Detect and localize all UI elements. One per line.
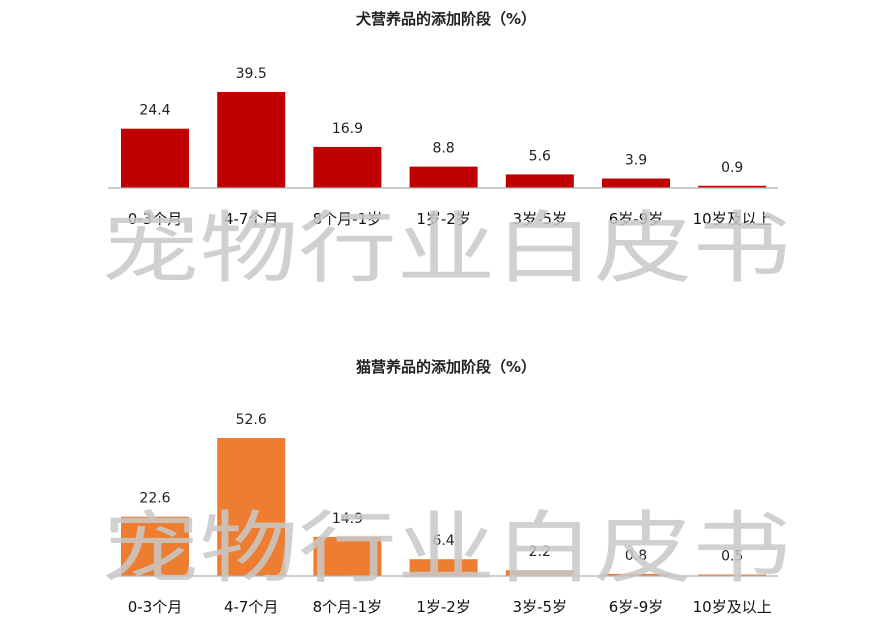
- cat-chart-title: 猫营养品的添加阶段（%）: [356, 358, 536, 376]
- cat-bar: [121, 516, 189, 576]
- cat-category-label: 10岁及以上: [693, 598, 772, 616]
- dog-bar-value-label: 0.9: [721, 160, 743, 176]
- dog-bar-value-label: 24.4: [139, 103, 170, 119]
- watermark-text-top: 宠物行业白皮书: [101, 204, 791, 294]
- dog-bar-value-label: 5.6: [529, 148, 551, 164]
- dog-bar: [121, 128, 189, 188]
- dog-bar-value-label: 3.9: [625, 153, 647, 169]
- cat-bar: [409, 559, 478, 576]
- cat-bar-value-label: 14.9: [332, 511, 363, 527]
- cat-category-label: 4-7个月: [224, 598, 279, 616]
- cat-category-label: 6岁-9岁: [609, 598, 664, 616]
- cat-category-label: 8个月-1岁: [313, 598, 383, 616]
- dog-bars: 24.4 0-3个月 39.5 4-7个月 16.9 8个月-1岁 8.8 1岁-2岁 5.6 3…: [121, 66, 772, 228]
- cat-bar-value-label: 52.6: [236, 412, 267, 428]
- dog-category-label: 1岁-2岁: [416, 210, 471, 228]
- dog-category-label: 0-3个月: [128, 210, 183, 228]
- watermark-text-bottom: 宠物行业白皮书: [101, 504, 791, 594]
- dog-category-label: 10岁及以上: [693, 210, 772, 228]
- dog-bar: [313, 146, 382, 188]
- cat-bar: [217, 438, 286, 576]
- dog-bar-value-label: 16.9: [332, 121, 363, 137]
- cat-bar: [505, 570, 574, 576]
- dog-category-label: 4-7个月: [224, 210, 279, 228]
- dog-category-label: 6岁-9岁: [609, 210, 664, 228]
- dog-chart-title: 犬营养品的添加阶段（%）: [356, 10, 536, 28]
- dog-chart: 犬营养品的添加阶段（%） 24.4 0-3个月 39.5 4-7个月 16.9 8个月-1…: [108, 10, 778, 228]
- dog-bar: [602, 178, 670, 188]
- cat-bar-value-label: 22.6: [139, 491, 170, 507]
- cat-category-label: 1岁-2岁: [416, 598, 471, 616]
- cat-bar: [313, 536, 382, 576]
- dog-bar-value-label: 39.5: [236, 66, 267, 82]
- cat-bar-value-label: 0.5: [721, 549, 743, 565]
- cat-bar-value-label: 2.2: [529, 544, 551, 560]
- dog-category-label: 3岁-5岁: [513, 210, 568, 228]
- dog-bar: [505, 174, 574, 188]
- cat-bar: [698, 574, 767, 576]
- dog-bar: [217, 92, 286, 188]
- dog-bar: [409, 166, 478, 188]
- cat-bar-value-label: 6.4: [432, 533, 454, 549]
- cat-bars: 22.6 0-3个月 52.6 4-7个月 14.9 8个月-1岁 6.4 1岁-2岁 2.2 3…: [121, 412, 772, 616]
- dog-bar: [698, 185, 767, 188]
- cat-category-label: 0-3个月: [128, 598, 183, 616]
- dog-category-label: 8个月-1岁: [313, 210, 383, 228]
- dog-bar-value-label: 8.8: [432, 141, 454, 157]
- cat-chart: 猫营养品的添加阶段（%） 22.6 0-3个月 52.6 4-7个月 14.9 8个月-1…: [108, 358, 778, 616]
- cat-category-label: 3岁-5岁: [513, 598, 568, 616]
- cat-bar-value-label: 0.8: [625, 548, 647, 564]
- cat-bar: [602, 573, 670, 576]
